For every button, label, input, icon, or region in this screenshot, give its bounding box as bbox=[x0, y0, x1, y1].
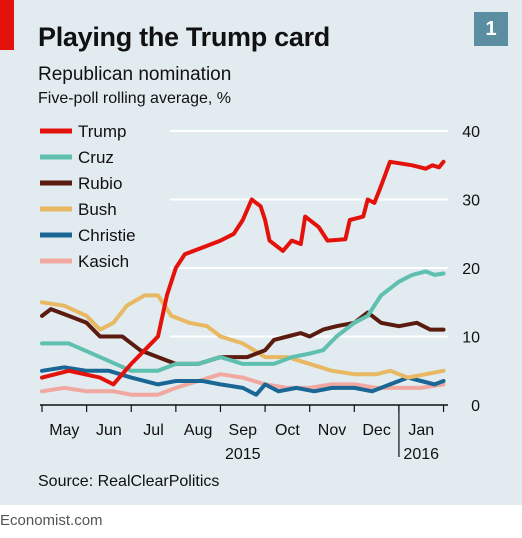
x-tick-label: Oct bbox=[275, 422, 300, 439]
series-layer bbox=[40, 159, 446, 397]
x-tick-label: May bbox=[49, 422, 79, 439]
publisher-footer: Economist.com bbox=[0, 512, 103, 529]
legend-label-kasich: Kasich bbox=[78, 252, 129, 271]
line-chart: 0 10 20 30 40 May Jun Jul Aug Sep Oct Nov Dec Jan 2015… bbox=[40, 122, 480, 463]
legend-label-cruz: Cruz bbox=[78, 148, 114, 167]
legend-label-bush: Bush bbox=[78, 200, 117, 219]
legend-label-trump: Trump bbox=[78, 122, 127, 141]
chart-subtitle: Republican nomination bbox=[38, 64, 232, 85]
axis-layer: 0 10 20 30 40 May Jun Jul Aug Sep Oct Nov Dec Jan 2015… bbox=[40, 124, 480, 463]
y-tick-label: 40 bbox=[462, 124, 480, 141]
chart-title: Playing the Trump card bbox=[38, 22, 330, 52]
legend-label-christie: Christie bbox=[78, 226, 136, 245]
chart-number-badge: 1 bbox=[474, 12, 508, 46]
x-tick-label: Jan bbox=[408, 422, 434, 439]
y-tick-label: 10 bbox=[462, 330, 480, 347]
y-tick-label: 0 bbox=[471, 398, 480, 415]
series-line-cruz bbox=[40, 269, 446, 373]
legend: Trump Cruz Rubio Bush Christie Kasich bbox=[40, 122, 136, 271]
x-tick-label: Jun bbox=[96, 422, 122, 439]
grid-layer bbox=[170, 130, 448, 338]
chart-card: Playing the Trump card Republican nomina… bbox=[0, 0, 522, 505]
y-tick-label: 20 bbox=[462, 261, 480, 278]
series-line-bush bbox=[40, 293, 446, 380]
series-line-trump bbox=[40, 159, 446, 387]
x-tick-label: Aug bbox=[184, 422, 212, 439]
unit-note: Five-poll rolling average, % bbox=[38, 90, 231, 107]
series-line-rubio bbox=[40, 307, 446, 366]
year-label: 2015 bbox=[225, 446, 261, 463]
x-tick-label: Nov bbox=[318, 422, 346, 439]
x-tick-label: Jul bbox=[143, 422, 163, 439]
y-tick-label: 30 bbox=[462, 193, 480, 210]
brand-tag bbox=[0, 0, 14, 50]
source-note: Source: RealClearPolitics bbox=[38, 473, 220, 490]
x-tick-label: Dec bbox=[362, 422, 390, 439]
x-tick-label: Sep bbox=[229, 422, 258, 439]
legend-label-rubio: Rubio bbox=[78, 174, 122, 193]
year-label: 2016 bbox=[403, 446, 439, 463]
